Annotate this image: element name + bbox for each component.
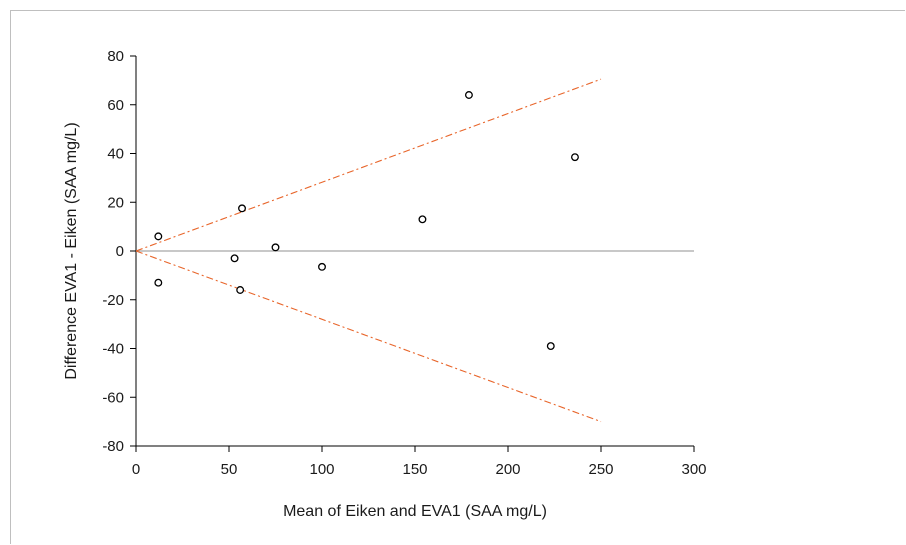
y-ticks: 80 60 40 20 0 -20 -40 -60 -80 xyxy=(102,48,136,455)
data-point xyxy=(464,91,473,99)
data-point xyxy=(154,232,163,241)
y-tick-label: 40 xyxy=(107,146,124,163)
x-tick-label: 250 xyxy=(588,461,613,478)
chart-frame xyxy=(10,10,905,544)
lower-limit-line xyxy=(135,250,602,423)
x-tick-label: 300 xyxy=(681,461,706,478)
data-point xyxy=(230,254,239,263)
data-point xyxy=(154,278,163,287)
data-point xyxy=(236,286,245,294)
y-tick-label: -40 xyxy=(102,341,124,358)
y-tick-label: 20 xyxy=(107,194,124,211)
x-tick-label: 50 xyxy=(221,461,238,478)
y-tick-label: 80 xyxy=(107,48,124,65)
y-tick-label: 0 xyxy=(116,243,124,260)
data-point xyxy=(271,243,280,252)
y-tick-label: -60 xyxy=(102,389,124,406)
data-point xyxy=(238,204,246,213)
x-axis-title: Mean of Eiken and EVA1 (SAA mg/L) xyxy=(283,503,547,520)
y-axis-title: Difference EVA1 - Eiken (SAA mg/L) xyxy=(63,122,80,379)
y-tick-label: 60 xyxy=(107,97,124,114)
reference-lines xyxy=(135,78,694,423)
data-point xyxy=(318,262,326,271)
y-tick-label: -20 xyxy=(102,292,124,309)
data-point xyxy=(418,215,427,224)
x-ticks: 0 50 100 150 200 250 300 xyxy=(132,446,707,478)
data-point xyxy=(546,342,555,351)
x-tick-label: 150 xyxy=(402,461,427,478)
data-points xyxy=(154,91,579,351)
data-point xyxy=(571,153,579,162)
x-tick-label: 0 xyxy=(132,461,140,478)
x-tick-label: 200 xyxy=(495,461,520,478)
x-tick-label: 100 xyxy=(309,461,334,478)
upper-limit-line xyxy=(135,78,602,252)
y-tick-label: -80 xyxy=(102,438,124,455)
